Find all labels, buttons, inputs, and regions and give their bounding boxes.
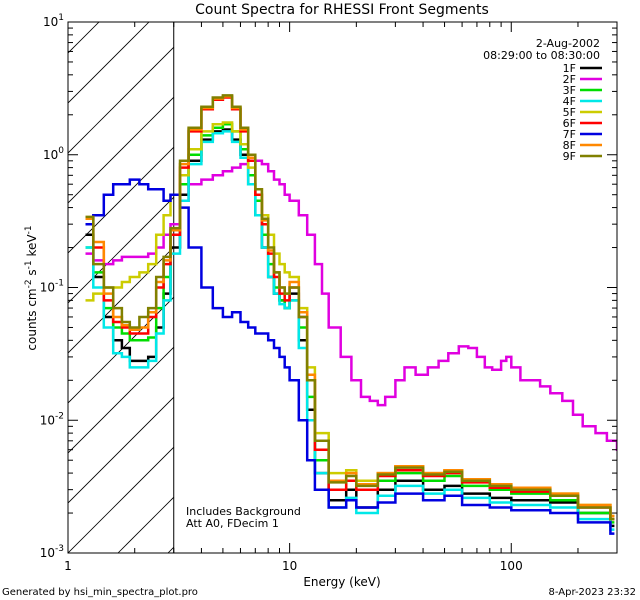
- attenuator-hatch-region: [68, 22, 174, 553]
- hatch-line: [68, 396, 174, 504]
- time-range-label: 08:29:00 to 08:30:00: [483, 49, 600, 62]
- annotation-attenuator: Att A0, FDecim 1: [186, 517, 279, 530]
- hatch-line: [68, 446, 174, 553]
- legend-label-8F: 8F: [563, 139, 576, 152]
- hatch-line: [68, 46, 174, 154]
- series-9F-line: [85, 94, 615, 521]
- date-label: 2-Aug-2002: [536, 37, 600, 50]
- legend-label-7F: 7F: [563, 128, 576, 141]
- footer-timestamp: 8-Apr-2023 23:32: [549, 587, 636, 598]
- hatch-line: [68, 22, 150, 104]
- hatch-line: [68, 246, 174, 354]
- legend-label-1F: 1F: [563, 62, 576, 75]
- legend-label-9F: 9F: [563, 150, 576, 163]
- x-tick-label: 1: [64, 559, 72, 573]
- chart-title: Count Spectra for RHESSI Front Segments: [195, 2, 489, 18]
- x-axis-label: Energy (keV): [303, 575, 380, 589]
- series-layer: [85, 94, 617, 535]
- legend-label-5F: 5F: [563, 106, 576, 119]
- x-tick-label: 100: [500, 559, 523, 573]
- annotation-background: Includes Background: [186, 505, 301, 518]
- legend-label-6F: 6F: [563, 117, 576, 130]
- x-tick-label: 10: [282, 559, 297, 573]
- legend-label-2F: 2F: [563, 73, 576, 86]
- x-tick-labels: 1 10 100: [64, 559, 523, 573]
- footer-generated-by: Generated by hsi_min_spectra_plot.pro: [2, 587, 198, 598]
- y-axis-label: counts cm-2 s-1 keV-1: [24, 225, 39, 350]
- axis-ticks: [67, 21, 618, 554]
- series-7F-line: [85, 178, 615, 535]
- series-4F-line: [85, 130, 615, 531]
- legend-label-4F: 4F: [563, 95, 576, 108]
- hatch-line: [68, 196, 174, 304]
- legend-label-3F: 3F: [563, 84, 576, 97]
